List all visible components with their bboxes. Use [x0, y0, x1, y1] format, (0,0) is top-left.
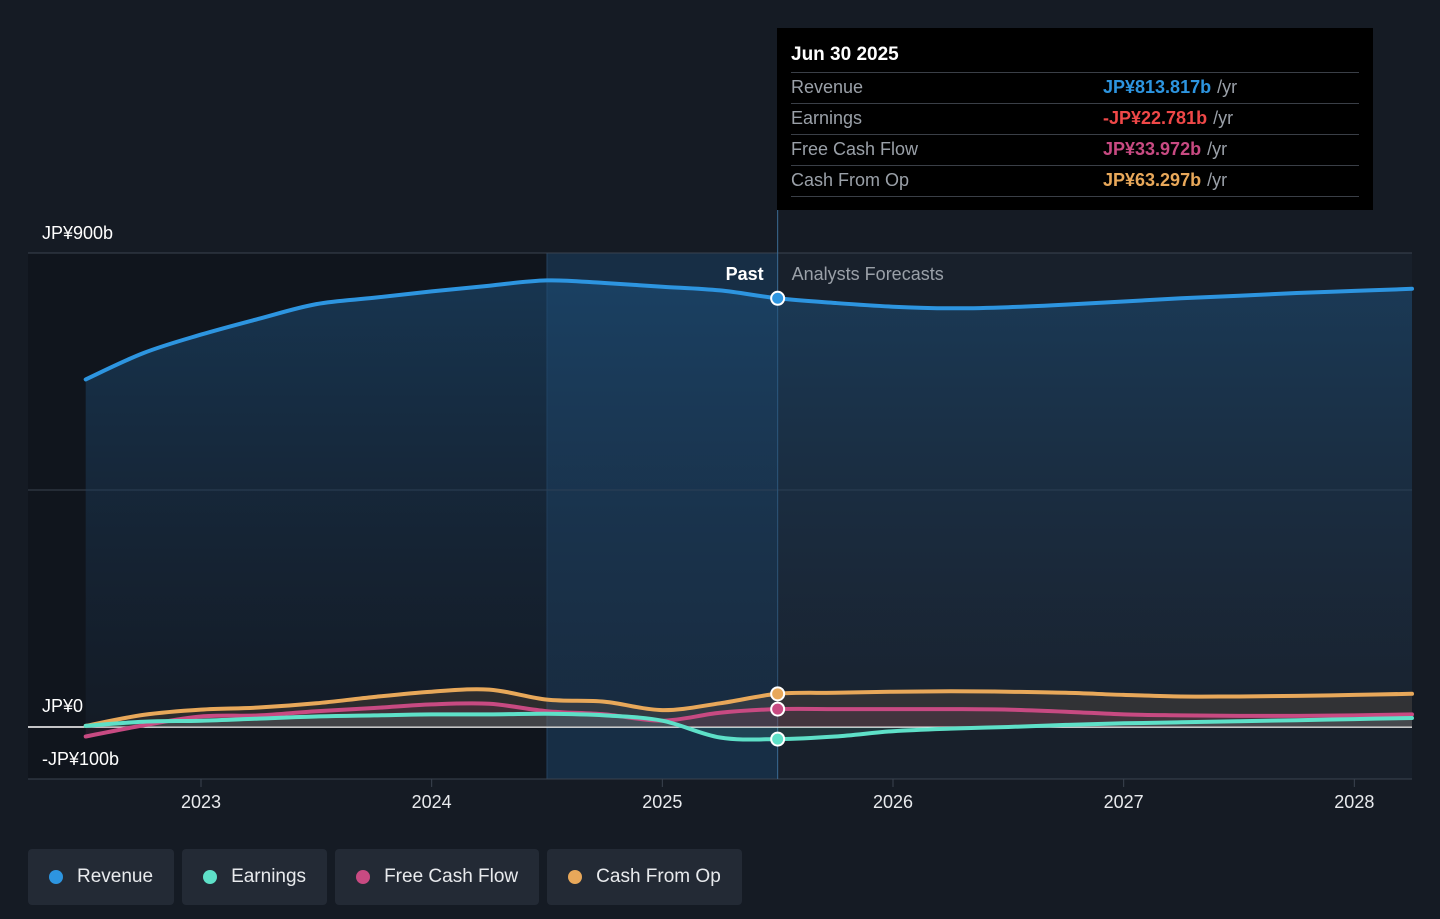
free-cash-flow-area: [85, 703, 1413, 737]
legend-label: Earnings: [231, 866, 307, 887]
legend-dot-icon: [203, 870, 218, 884]
legend-item-free-cash-flow[interactable]: Free Cash Flow: [335, 849, 540, 905]
tooltip-date: Jun 30 2025: [791, 44, 899, 65]
cash-from-op-point[interactable]: [770, 686, 786, 702]
tooltip-row-revenue: Revenue JP¥813.817b/yr: [791, 72, 1359, 103]
tooltip-row-free-cash-flow: Free Cash Flow JP¥33.972b/yr: [791, 134, 1359, 165]
tooltip-unit: /yr: [1217, 77, 1238, 97]
tooltip-unit: /yr: [1213, 108, 1234, 128]
tooltip-panel: Jun 30 2025 Revenue JP¥813.817b/yr Earning…: [777, 28, 1373, 210]
legend-dot-icon: [356, 870, 371, 884]
tooltip-row-cash-from-op: Cash From Op JP¥63.297b/yr: [791, 165, 1359, 197]
tooltip-value: JP¥63.297b: [1103, 170, 1202, 190]
legend: Revenue Earnings Free Cash Flow Cash From O…: [28, 849, 742, 905]
free-cash-flow-line: [83, 701, 1414, 739]
x-tick-label: 2026: [873, 792, 913, 812]
earnings-point[interactable]: [770, 731, 786, 747]
revenue-point[interactable]: [770, 290, 786, 306]
x-tick-label: 2025: [642, 792, 682, 812]
tooltip-value: JP¥33.972b: [1103, 139, 1202, 159]
free-cash-flow-point[interactable]: [770, 701, 786, 717]
cash-from-op-line: [83, 687, 1414, 728]
legend-item-cash-from-op[interactable]: Cash From Op: [547, 849, 742, 905]
tooltip-label: Cash From Op: [791, 170, 910, 190]
legend-item-earnings[interactable]: Earnings: [182, 849, 328, 905]
tooltip-value: JP¥813.817b: [1103, 77, 1212, 97]
legend-label: Free Cash Flow: [384, 866, 519, 887]
tooltip-value: -JP¥22.781b: [1103, 108, 1208, 128]
x-tick-label: 2027: [1104, 792, 1144, 812]
legend-dot-icon: [568, 870, 583, 884]
legend-item-revenue[interactable]: Revenue: [28, 849, 175, 905]
legend-label: Revenue: [77, 866, 154, 887]
x-tick-label: 2028: [1334, 792, 1374, 812]
legend-dot-icon: [49, 870, 63, 884]
revenue-line: [83, 278, 1414, 382]
tooltip-row-earnings-text: Earnings -JP¥22.781b/yr: [791, 103, 1359, 134]
y-tick-label: JP¥0: [42, 696, 83, 716]
earnings-area: [85, 713, 1413, 740]
tooltip-label: Earnings: [791, 108, 863, 128]
tooltip-unit: /yr: [1207, 170, 1228, 190]
legend-label: Cash From Op: [596, 866, 721, 887]
cash-from-op-area: [85, 689, 1413, 727]
tooltip-label: Revenue: [791, 77, 864, 97]
past-label: Past: [726, 264, 764, 284]
tooltip-label: Free Cash Flow: [791, 139, 919, 159]
revenue-area: [85, 280, 1413, 727]
y-tick-label: -JP¥100b: [42, 749, 119, 769]
forecast-label: Analysts Forecasts: [792, 264, 944, 284]
earnings-line: [83, 711, 1414, 742]
x-tick-label: 2024: [412, 792, 452, 812]
x-tick-label: 2023: [181, 792, 221, 812]
tooltip-unit: /yr: [1207, 139, 1228, 159]
y-tick-label: JP¥900b: [42, 223, 113, 243]
